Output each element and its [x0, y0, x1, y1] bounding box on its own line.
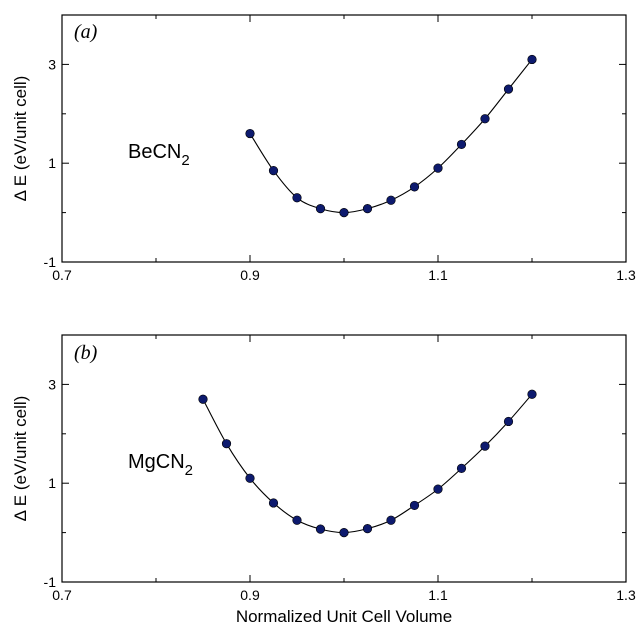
- data-point: [198, 394, 208, 404]
- data-point: [503, 416, 514, 427]
- x-tick-label: 1.1: [428, 587, 448, 603]
- x-tick-label: 1.1: [428, 267, 448, 283]
- x-tick-label: 0.9: [240, 267, 260, 283]
- y-tick-label: 3: [48, 376, 56, 392]
- data-point: [433, 163, 443, 173]
- compound-subscript: 2: [181, 152, 189, 169]
- x-tick-label: 1.3: [616, 267, 636, 283]
- plot-frame: [61, 14, 627, 263]
- data-point: [362, 204, 373, 214]
- y-tick-label: -1: [44, 574, 57, 590]
- y-tick-label: 1: [48, 475, 56, 491]
- data-point: [386, 515, 396, 525]
- compound-subscript: 2: [185, 462, 193, 479]
- y-tick-label: -1: [44, 254, 57, 270]
- data-point: [456, 139, 467, 150]
- panel-b: 0.7 0.9 1.1 1.3 -1 1 3 Δ E (eV/unit cell) Normal…: [11, 334, 636, 626]
- data-point: [315, 524, 326, 534]
- series-line: [202, 393, 533, 534]
- data-point: [386, 195, 396, 205]
- data-point: [480, 441, 490, 451]
- data-point: [527, 54, 537, 65]
- y-axis-title: Δ E (eV/unit cell): [11, 396, 30, 522]
- data-point: [315, 204, 326, 214]
- y-axis-title: Δ E (eV/unit cell): [11, 76, 30, 202]
- x-tick-label: 0.7: [52, 587, 72, 603]
- compound-name: MgCN: [128, 451, 185, 473]
- data-point: [221, 439, 232, 449]
- data-point: [339, 208, 349, 218]
- compound-name: BeCN: [128, 141, 181, 163]
- compound-label: MgCN2: [128, 451, 193, 479]
- data-point: [245, 473, 255, 483]
- series-line: [249, 59, 533, 214]
- panel-label: (b): [74, 342, 98, 364]
- compound-label: BeCN2: [128, 141, 190, 169]
- data-point: [527, 389, 537, 399]
- x-tick-label: 1.3: [616, 587, 636, 603]
- data-point: [362, 524, 373, 534]
- x-axis-title: Normalized Unit Cell Volume: [236, 607, 452, 626]
- x-tick-label: 0.9: [240, 587, 260, 603]
- data-point: [503, 84, 514, 94]
- x-tick-label: 0.7: [52, 267, 72, 283]
- data-point: [339, 527, 349, 538]
- data-point: [268, 498, 279, 508]
- panel-a: 0.7 0.9 1.1 1.3 -1 1 3 Δ E (eV/unit cell) (a) BeC…: [11, 14, 636, 283]
- y-tick-label: 3: [48, 56, 56, 72]
- data-point: [409, 182, 420, 192]
- data-point: [480, 114, 490, 124]
- data-point: [433, 484, 443, 494]
- panel-label: (a): [74, 21, 98, 43]
- y-tick-label: 1: [48, 155, 56, 171]
- data-point: [292, 515, 302, 525]
- data-point: [245, 128, 255, 139]
- data-point: [456, 463, 467, 473]
- data-point: [268, 166, 279, 176]
- data-point: [409, 500, 420, 511]
- data-point: [292, 193, 302, 203]
